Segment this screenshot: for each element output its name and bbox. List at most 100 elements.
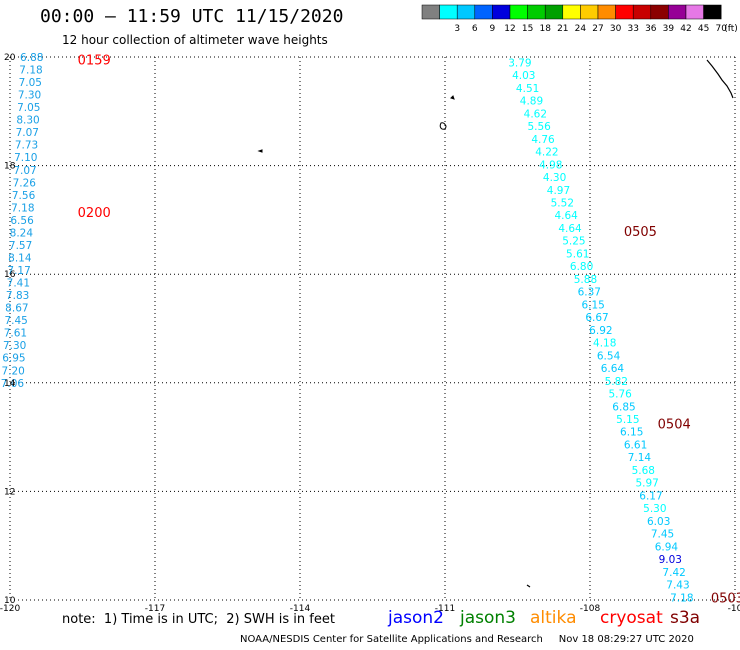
scale-tick-label: 45 [698, 24, 709, 34]
scale-swatch [703, 4, 722, 20]
scale-swatch [421, 4, 440, 20]
scale-swatch [562, 4, 581, 20]
wave-height-label: 5.82 [605, 376, 628, 388]
altimeter-tracks: 6.887.187.057.307.058.307.077.737.107.07… [1, 52, 694, 604]
scale-tick-label: 12 [504, 24, 515, 34]
wave-height-label: 6.80 [570, 261, 593, 273]
scale-swatch [597, 4, 616, 20]
wave-height-label: 7.20 [1, 365, 24, 377]
wave-height-label: 7.57 [9, 240, 32, 252]
wave-height-label: 8.30 [16, 115, 39, 127]
lat-tick-label: 14 [4, 379, 16, 389]
wave-height-label: 4.03 [512, 70, 535, 82]
wave-height-label: 6.67 [585, 312, 608, 324]
wave-height-label: 6.61 [624, 439, 647, 451]
wave-height-label: 7.30 [3, 340, 26, 352]
wave-height-label: 5.15 [616, 414, 639, 426]
scale-swatch [527, 4, 546, 20]
scale-tick-label: 42 [680, 24, 691, 34]
satellite-legend-item: cryosat [600, 608, 663, 628]
scale-tick-label: 39 [663, 24, 675, 34]
pass-time-label: 0504 [658, 418, 691, 433]
wave-height-label: 7.06 [1, 378, 25, 390]
island-socorro [439, 122, 447, 130]
wave-height-label: 9.03 [659, 554, 682, 566]
wave-height-label: 4.89 [520, 96, 543, 108]
wave-height-label: 6.54 [597, 350, 621, 362]
coastline-mainland [706, 59, 734, 99]
wave-height-label: 4.30 [543, 172, 566, 184]
footer-note: note: 1) Time is in UTC; 2) SWH is in fe… [62, 612, 335, 627]
pass-time-label: 0505 [624, 225, 657, 240]
wave-height-label: 6.03 [647, 516, 670, 528]
wave-height-label: 7.45 [4, 315, 27, 327]
wave-height-label: 7.42 [662, 567, 685, 579]
wave-height-label: 7.18 [670, 592, 693, 604]
coastline [257, 59, 734, 588]
map-grid [9, 56, 736, 601]
wave-height-label: 8.14 [8, 252, 32, 264]
footer-credit: NOAA/NESDIS Center for Satellite Applica… [240, 634, 694, 645]
scale-tick-label: 27 [592, 24, 603, 34]
scale-swatch [492, 4, 511, 20]
wave-height-label: 7.14 [628, 452, 652, 464]
wave-height-label: 4.62 [524, 108, 547, 120]
wave-height-label: 5.88 [574, 274, 597, 286]
wave-height-label: 4.51 [516, 83, 539, 95]
scale-tick-label: 3 [454, 24, 460, 34]
wave-height-label: 7.45 [651, 529, 674, 541]
wave-height-label: 6.64 [601, 363, 625, 375]
lat-tick-label: 16 [4, 270, 16, 280]
wave-height-label: 4.64 [558, 223, 582, 235]
scale-swatch [439, 4, 458, 20]
wave-height-label: 4.76 [531, 134, 555, 146]
wave-height-label: 6.17 [639, 490, 662, 502]
scale-swatch [580, 4, 599, 20]
scale-tick-label: 15 [522, 24, 533, 34]
wave-height-label: 7.18 [11, 202, 34, 214]
wave-height-label: 7.73 [15, 140, 38, 152]
lon-tick-label: -117 [145, 604, 165, 614]
wave-height-label: 7.05 [19, 77, 42, 89]
scale-tick-label: 18 [539, 24, 551, 34]
lat-tick-label: 10 [4, 596, 16, 606]
wave-height-label: 7.05 [17, 102, 40, 114]
wave-height-label: 6.15 [620, 427, 643, 439]
wave-height-label: 6.92 [589, 325, 612, 337]
wave-height-label: 6.37 [578, 287, 601, 299]
lon-tick-label: -111 [435, 604, 455, 614]
lat-tick-label: 18 [4, 162, 16, 172]
wave-height-label: 7.41 [7, 278, 30, 290]
lat-tick-label: 20 [4, 53, 16, 63]
lon-tick-label: -120 [0, 604, 20, 614]
scale-tick-label: 70 [715, 24, 727, 34]
wave-height-label: 8.67 [5, 303, 28, 315]
scale-swatch [615, 4, 634, 20]
wave-height-label: 8.24 [10, 227, 34, 239]
scale-swatch [474, 4, 493, 20]
wave-height-label: 7.17 [7, 265, 30, 277]
satellite-legend-item: jason2 [388, 608, 444, 628]
lon-tick-label: -108 [580, 604, 601, 614]
axis-labels: -120 -117 -114 -111 -108 -10 20 18 16 14 12 10 [0, 53, 740, 614]
wave-height-label: 7.61 [4, 328, 27, 340]
wave-height-label: 5.97 [635, 478, 658, 490]
wave-height-label: 6.15 [581, 299, 604, 311]
scale-tick-label: 30 [610, 24, 622, 34]
wave-height-label: 7.10 [14, 152, 37, 164]
color-scale-legend: 3 6 9 12 15 18 21 24 27 30 33 36 39 42 45 70(ft) [421, 4, 738, 34]
wave-height-label: 7.07 [16, 127, 39, 139]
wave-height-label: 7.56 [12, 190, 36, 202]
satellite-legend-item: altika [530, 608, 577, 628]
scale-tick-label: 21 [557, 24, 568, 34]
scale-swatch [685, 4, 704, 20]
island-clarion [257, 149, 263, 153]
wave-height-label: 7.43 [666, 580, 689, 592]
wave-height-label: 7.18 [19, 65, 42, 77]
wave-height-label: 4.22 [535, 147, 558, 159]
wave-height-label: 6.85 [612, 401, 635, 413]
scale-swatch [668, 4, 687, 20]
map-subtitle: 12 hour collection of altimeter wave hei… [62, 33, 328, 47]
scale-unit: (ft) [724, 24, 738, 34]
wave-height-label: 6.88 [20, 52, 43, 64]
